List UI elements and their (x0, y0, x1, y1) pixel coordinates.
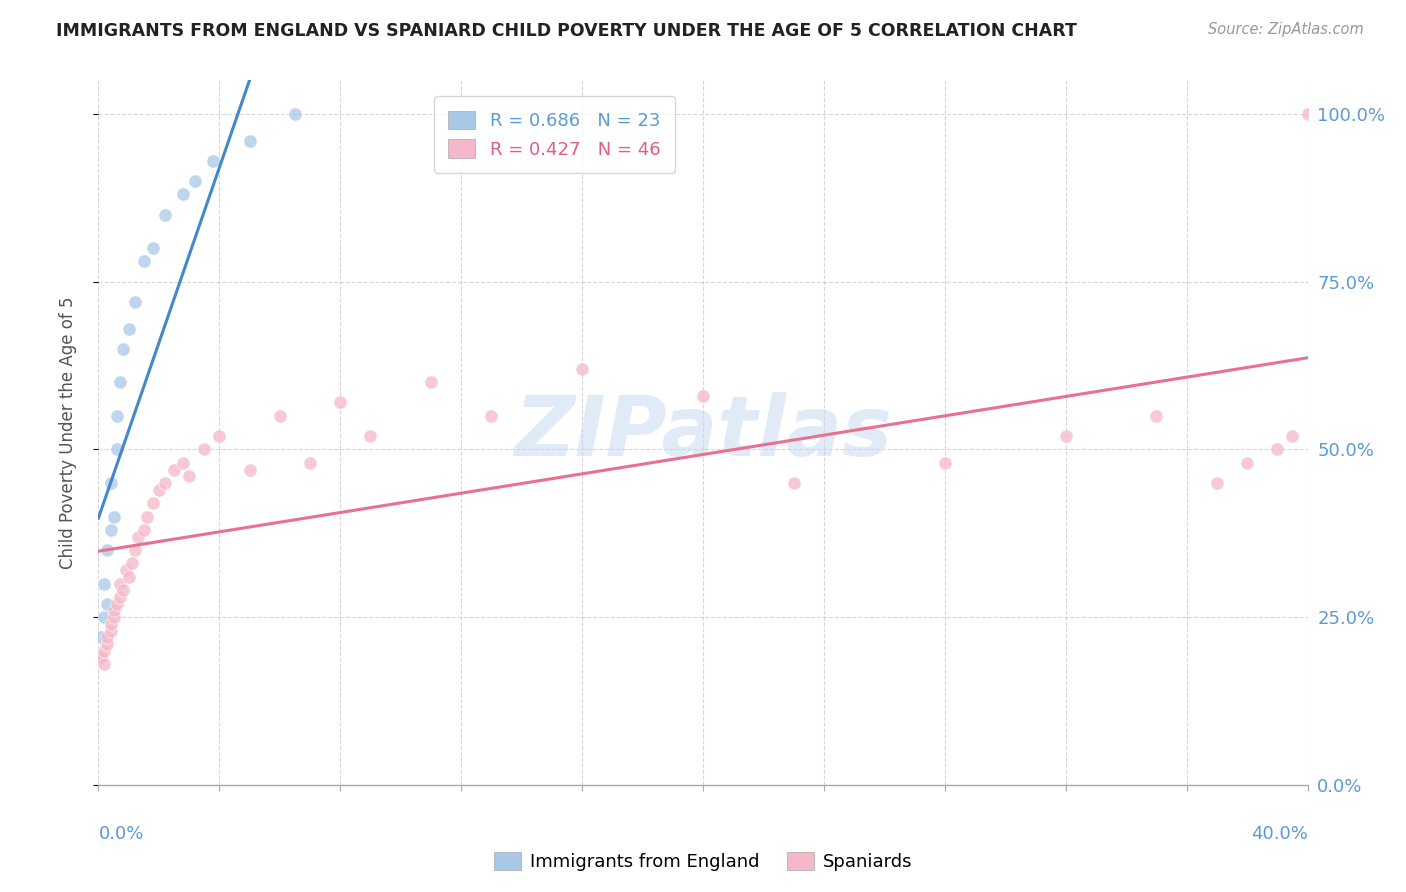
Point (783, 475, 806, 490)
Point (142, 241, 165, 255)
Point (1281, 429, 1303, 443)
Point (1267, 442, 1289, 457)
Point (153, 475, 176, 490)
Legend: Immigrants from England, Spaniards: Immigrants from England, Spaniards (486, 845, 920, 879)
Point (93, 657, 115, 672)
Point (93, 644, 115, 658)
Point (96, 597, 118, 611)
Point (93, 576, 115, 591)
Point (420, 376, 443, 390)
Point (208, 429, 231, 443)
Point (179, 469, 201, 483)
Point (96, 630, 118, 644)
Text: Source: ZipAtlas.com: Source: ZipAtlas.com (1208, 22, 1364, 37)
Point (1206, 475, 1229, 490)
Point (132, 254, 155, 268)
Legend: R = 0.686   N = 23, R = 0.427   N = 46: R = 0.686 N = 23, R = 0.427 N = 46 (434, 96, 675, 173)
Point (96, 637, 118, 651)
Point (1236, 456, 1258, 470)
Point (360, 429, 382, 443)
Point (108, 376, 131, 390)
Point (105, 442, 128, 457)
Text: ZIPatlas: ZIPatlas (515, 392, 891, 473)
Point (96, 543, 118, 558)
Point (163, 462, 186, 476)
Point (239, 134, 262, 148)
Point (193, 442, 215, 457)
Point (118, 570, 141, 584)
Point (172, 187, 194, 202)
Point (114, 563, 136, 577)
Point (1296, 107, 1319, 121)
Point (124, 543, 146, 558)
Point (103, 603, 125, 617)
Text: IMMIGRANTS FROM ENGLAND VS SPANIARD CHILD POVERTY UNDER THE AGE OF 5 CORRELATION: IMMIGRANTS FROM ENGLAND VS SPANIARD CHIL… (56, 22, 1077, 40)
Point (108, 590, 131, 604)
Point (90, 650, 112, 665)
Point (103, 610, 125, 624)
Point (108, 576, 131, 591)
Point (284, 107, 307, 121)
Point (90, 630, 112, 644)
Point (121, 557, 143, 571)
Point (118, 321, 141, 335)
Text: 40.0%: 40.0% (1251, 825, 1308, 843)
Text: 0.0%: 0.0% (98, 825, 143, 843)
Point (93, 610, 115, 624)
Point (105, 409, 128, 423)
Point (105, 597, 128, 611)
Point (124, 294, 146, 309)
Point (329, 395, 352, 409)
Point (100, 523, 122, 537)
Point (299, 456, 322, 470)
Point (90, 650, 112, 665)
Point (100, 616, 122, 631)
Point (100, 624, 122, 638)
Y-axis label: Child Poverty Under the Age of 5: Child Poverty Under the Age of 5 (59, 296, 77, 569)
Point (239, 462, 262, 476)
Point (153, 207, 176, 221)
Point (127, 530, 149, 544)
Point (1144, 409, 1167, 423)
Point (135, 509, 157, 524)
Point (184, 174, 207, 188)
Point (481, 409, 503, 423)
Point (111, 583, 134, 598)
Point (103, 509, 125, 524)
Point (692, 389, 714, 403)
Point (132, 523, 155, 537)
Point (172, 456, 194, 470)
Point (934, 456, 956, 470)
Point (100, 475, 122, 490)
Point (148, 483, 170, 497)
Point (111, 342, 134, 356)
Point (142, 496, 165, 510)
Point (202, 153, 225, 168)
Point (571, 362, 593, 376)
Point (1054, 429, 1077, 443)
Point (269, 409, 291, 423)
